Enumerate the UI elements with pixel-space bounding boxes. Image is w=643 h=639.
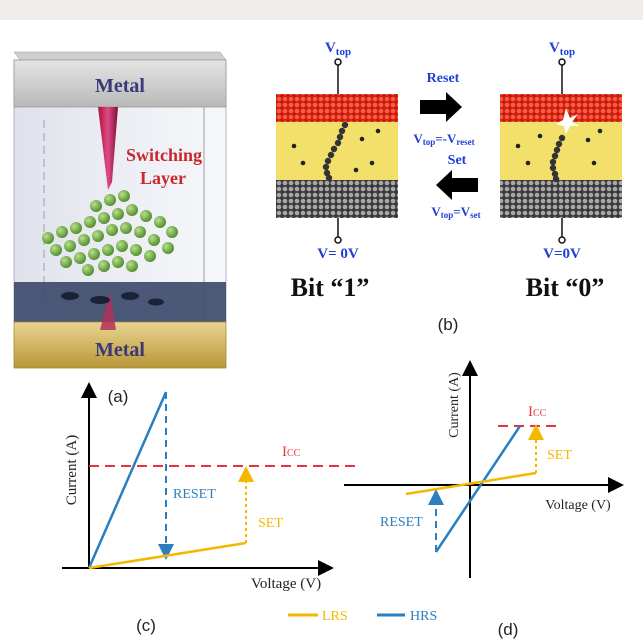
top-electrode-left [276,94,398,122]
filament-right [549,134,566,183]
d-reset-label: RESET [380,515,423,530]
caption-b: (b) [438,315,459,334]
set-arrow [436,170,478,200]
ground-left: V= 0V [317,246,359,262]
c-ylabel: Current (A) [64,435,80,505]
bottom-electrode-right [500,180,622,218]
top-electrode-right [500,94,622,122]
legend: LRS HRS [288,609,437,624]
metal-bottom-block [13,321,227,369]
ion-cluster [42,190,178,276]
dark-oxide-layer [14,282,226,322]
c-hrs-line [87,391,168,569]
ground-right: V=0V [543,246,581,262]
d-ylabel: Current (A) [447,372,462,438]
d-icc-label: ICC [528,404,547,420]
legend-lrs-label: LRS [322,609,348,624]
c-icc-label: ICC [282,444,301,460]
panel-b: Vtop Vtop Reset Vtop=-Vreset Set Vtop=Vs… [276,40,622,334]
vtop-left: Vtop [325,40,351,58]
d-set-label: SET [547,448,572,463]
c-set-label: SET [258,516,283,531]
d-lrs-line [405,471,537,496]
bit1-label: Bit “1” [291,273,370,302]
metal-top-block [13,59,227,108]
device-left [276,58,398,244]
d-xlabel: Voltage (V) [545,498,611,513]
panel-c: Current (A) Voltage (V) ICC RESET SET (c… [62,382,360,635]
reset-equation: Vtop=-Vreset [413,131,474,147]
set-label: Set [448,153,467,168]
top-band [0,0,643,20]
caption-a: (a) [108,387,129,406]
legend-hrs-label: HRS [410,609,437,624]
d-hrs-line [434,425,522,553]
c-reset-label: RESET [173,487,216,502]
rupture-spark [556,108,580,134]
vtop-right: Vtop [549,40,575,58]
c-xlabel: Voltage (V) [251,576,321,592]
switching-label-line1: Switching [126,145,202,165]
caption-d: (d) [498,620,519,639]
caption-c: (c) [136,616,156,635]
set-equation: Vtop=Vset [431,204,480,220]
bit0-label: Bit “0” [526,273,605,302]
switching-label-line2: Layer [140,168,186,188]
bottom-electrode-left [276,180,398,218]
metal-top-label: Metal [95,75,145,97]
oxide-right [500,122,622,180]
reset-label: Reset [427,71,460,86]
c-lrs-line [88,541,247,570]
panel-a: Metal Switching Layer Metal (a) [13,51,227,406]
filament-left [322,121,349,182]
filament-cone [98,107,118,190]
device-right [500,58,622,244]
reset-arrow [420,92,462,122]
metal-bottom-label: Metal [95,339,145,361]
panel-d: Current (A) Voltage (V) ICC RESET SET (d… [344,360,624,639]
